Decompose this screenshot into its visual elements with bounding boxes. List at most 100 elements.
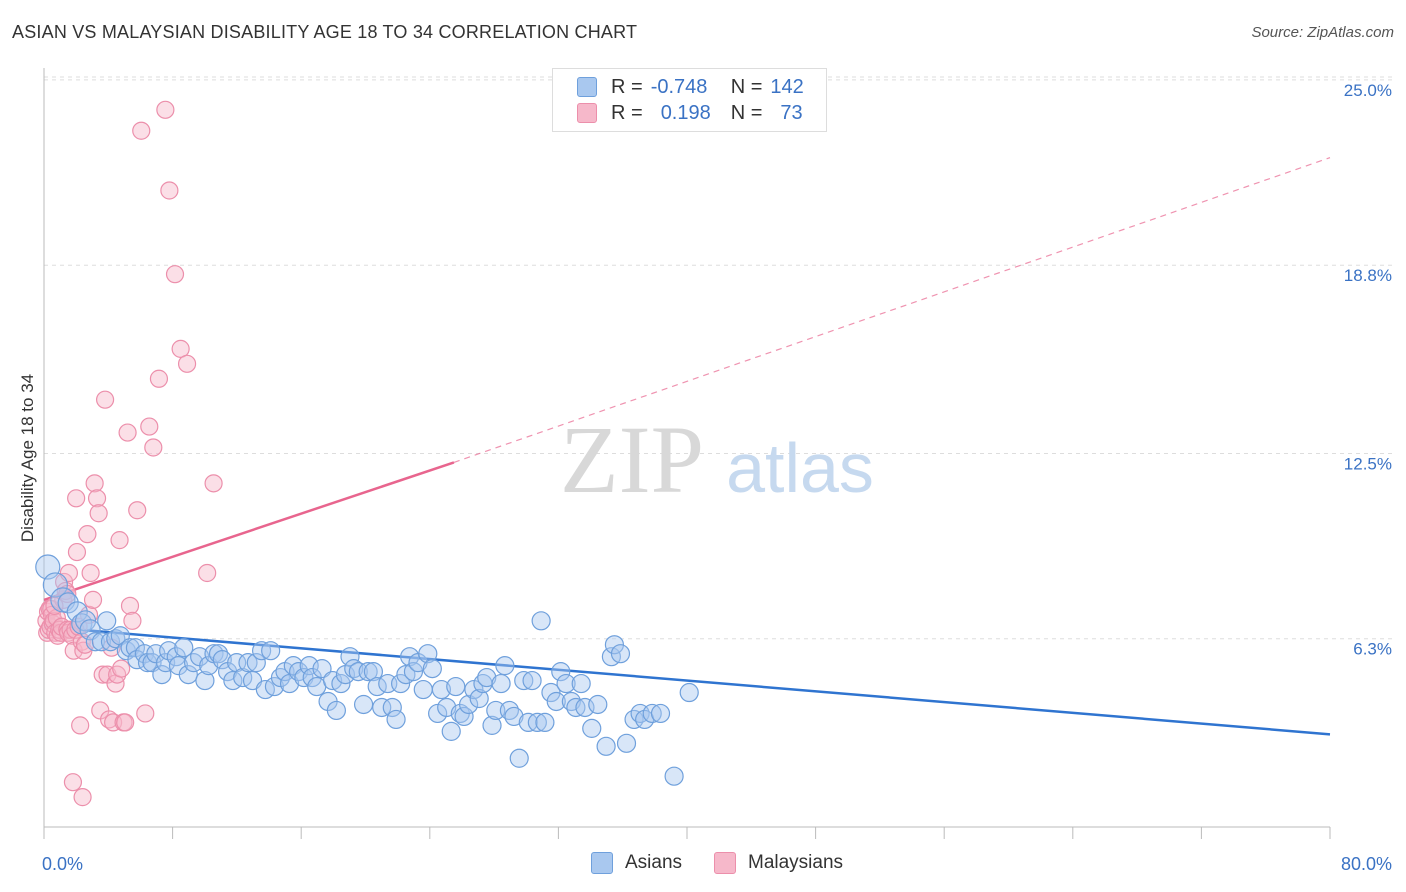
asian-point <box>551 662 571 682</box>
malaysian-trend-projection <box>453 157 1331 463</box>
asian-point <box>596 736 616 756</box>
malaysian-point <box>89 504 108 523</box>
asian-point <box>495 656 515 676</box>
malaysian-point <box>81 563 100 583</box>
malaysian-point <box>118 423 137 442</box>
asian-point <box>571 673 591 694</box>
asian-point <box>642 703 662 724</box>
malaysian-point <box>198 563 217 583</box>
malaysian-swatch <box>577 103 597 123</box>
asian-point <box>446 676 466 697</box>
asian-point <box>546 691 566 712</box>
axes <box>43 68 1331 839</box>
malaysian-point <box>160 181 179 200</box>
malaysian-point <box>78 525 97 544</box>
asian-point <box>535 712 555 733</box>
n-value: 142 <box>770 75 804 98</box>
malaysian-point <box>165 265 185 284</box>
r-label: R = <box>611 101 643 124</box>
asian-point <box>491 673 511 694</box>
malaysian-point <box>132 121 151 140</box>
asian-point <box>246 653 266 673</box>
grid-lines <box>44 76 1392 640</box>
asian-point <box>97 611 117 631</box>
trend-lines <box>43 157 1331 736</box>
n-label: N = <box>730 101 763 124</box>
asian-point <box>367 676 387 697</box>
asian-point <box>261 641 281 661</box>
y-tick-label: 18.8% <box>1344 266 1392 285</box>
malaysian-point <box>120 596 140 615</box>
n-value: 73 <box>780 101 803 124</box>
asian-legend-label: Asians <box>625 852 683 873</box>
asian-point <box>152 664 172 685</box>
asian-point <box>238 653 258 673</box>
y-tick-label: 6.3% <box>1353 640 1392 659</box>
asian-point <box>531 611 551 631</box>
asian-point <box>120 638 140 658</box>
asian-point <box>326 700 346 721</box>
malaysian-point <box>63 773 83 792</box>
malaysian-point <box>93 665 112 684</box>
malaysian-point <box>85 474 104 493</box>
asian-point <box>588 694 608 715</box>
asian-legend-swatch <box>591 852 613 874</box>
malaysian-point <box>73 788 92 807</box>
asian-point <box>396 664 416 685</box>
asian-point <box>469 688 489 709</box>
malaysian-legend-swatch <box>714 852 736 874</box>
y-axis-label: Disability Age 18 to 34 <box>18 374 37 542</box>
source-label: Source: ZipAtlas.com <box>1251 24 1394 41</box>
x-tick-label: 80.0% <box>1341 854 1392 874</box>
watermark-atlas: atlas <box>726 429 874 507</box>
asian-point <box>441 721 461 741</box>
asian-point <box>85 632 105 652</box>
asian-point <box>312 659 332 679</box>
malaysian-points <box>37 100 223 807</box>
r-label: R = <box>611 75 643 98</box>
asian-point <box>403 662 424 682</box>
asian-point <box>57 592 79 614</box>
malaysian-point <box>71 716 90 735</box>
asian-point <box>331 673 351 694</box>
asian-point <box>208 644 229 664</box>
malaysian-point <box>110 531 129 550</box>
malaysian-point <box>144 438 163 457</box>
asian-point <box>348 662 368 682</box>
r-value: 0.198 <box>660 101 711 124</box>
asian-point <box>514 670 534 691</box>
legend-malaysians[interactable]: Malaysians <box>714 848 843 878</box>
malaysian-point <box>171 339 190 358</box>
r-value: -0.748 <box>650 75 708 98</box>
asian-point <box>422 659 442 679</box>
malaysian-point <box>177 354 197 373</box>
asian-point <box>127 650 147 670</box>
asian-point <box>340 647 360 667</box>
asian-point <box>174 638 194 658</box>
asian-point <box>212 650 232 670</box>
correlation-legend: R = -0.748 N = 142 R = 0.198 N = 73 <box>552 68 827 132</box>
chart-title: ASIAN VS MALAYSIAN DISABILITY AGE 18 TO … <box>12 22 638 42</box>
asian-point <box>413 679 433 700</box>
asian-point <box>527 712 547 733</box>
asian-point <box>582 718 602 738</box>
asian-point <box>504 706 524 727</box>
asian-point <box>418 644 438 664</box>
asian-point <box>391 673 411 694</box>
asian-points <box>35 554 699 786</box>
asian-point <box>679 682 699 703</box>
malaysian-point <box>87 489 107 508</box>
asian-point <box>372 697 392 718</box>
asian-point <box>358 662 378 682</box>
malaysian-trend-line <box>43 461 455 602</box>
asian-point <box>650 703 671 724</box>
asian-point <box>477 667 497 688</box>
legend-asians[interactable]: Asians <box>591 848 682 878</box>
asian-point <box>459 694 479 715</box>
malaysian-point <box>83 590 103 609</box>
asian-point <box>431 679 452 700</box>
asian-point <box>42 572 68 598</box>
asian-point <box>386 709 406 730</box>
malaysian-legend-label: Malaysians <box>748 852 844 873</box>
